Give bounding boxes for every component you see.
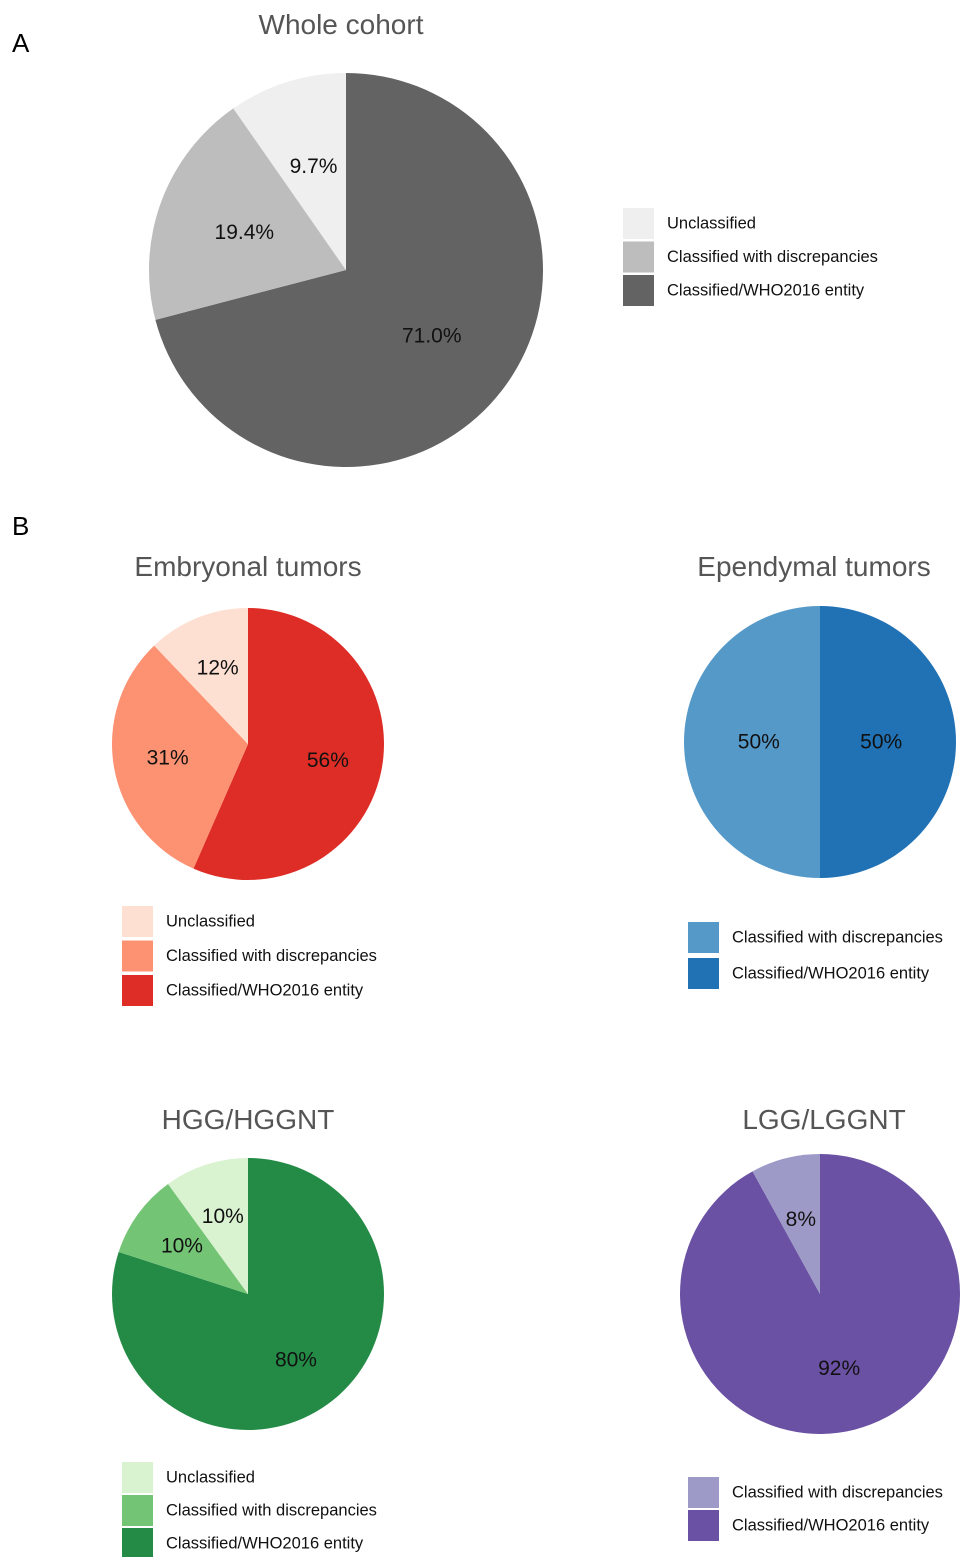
legend-swatch-classified-with-discrepancies xyxy=(122,940,153,972)
legend: Unclassified Classified with discrepancie… xyxy=(122,1462,377,1557)
legend-swatch-classified-who2016-entity xyxy=(688,958,719,989)
pie-chart-whole-cohort: Whole cohort 71.0% 19.4% 9.7% Unclassified Cl… xyxy=(149,9,878,467)
slice-percent-label: 12% xyxy=(197,657,239,680)
slice-percent-label: 10% xyxy=(202,1205,244,1228)
chart-title: Ependymal tumors xyxy=(697,551,930,582)
legend-swatch-classified-with-discrepancies xyxy=(688,1477,719,1508)
slice-percent-label: 8% xyxy=(786,1208,816,1231)
legend-label: Unclassified xyxy=(667,215,756,233)
pie-slice-classified-with-discrepancies xyxy=(118,1183,248,1294)
legend-label: Classified/WHO2016 entity xyxy=(732,1517,930,1535)
legend-swatch-classified-who2016-entity xyxy=(122,1528,153,1557)
legend-swatch-unclassified xyxy=(122,906,153,937)
slice-percent-label: 9.7% xyxy=(290,155,338,178)
chart-title: HGG/HGGNT xyxy=(162,1104,335,1135)
slice-percent-label: 19.4% xyxy=(215,221,275,244)
pie-slice-classified-who2016-entity xyxy=(193,608,384,880)
legend-swatch-classified-who2016-entity xyxy=(122,975,153,1006)
legend-swatch-classified-with-discrepancies xyxy=(623,241,654,273)
legend-swatch-classified-with-discrepancies xyxy=(122,1495,153,1526)
legend-label: Classified/WHO2016 entity xyxy=(732,965,930,983)
slice-percent-label: 31% xyxy=(147,747,189,770)
slice-percent-label: 50% xyxy=(860,731,902,754)
chart-title: LGG/LGGNT xyxy=(742,1104,905,1135)
slice-percent-label: 92% xyxy=(818,1357,860,1380)
pie-slice-classified-who2016-entity xyxy=(820,606,956,878)
slice-percent-label: 71.0% xyxy=(402,325,462,348)
charts-container: Whole cohort 71.0% 19.4% 9.7% Unclassified Cl… xyxy=(111,9,961,1557)
legend-swatch-unclassified xyxy=(122,1462,153,1493)
slice-percent-label: 80% xyxy=(275,1349,317,1372)
legend-label: Unclassified xyxy=(166,913,255,931)
legend-label: Classified with discrepancies xyxy=(732,929,943,947)
chart-title: Embryonal tumors xyxy=(134,551,361,582)
pie-slice-classified-who2016-entity xyxy=(155,73,544,467)
legend-label: Classified with discrepancies xyxy=(166,1502,377,1520)
pie-slice-classified-with-discrepancies xyxy=(111,645,248,869)
legend: Unclassified Classified with discrepancie… xyxy=(623,208,878,306)
legend-swatch-classified-who2016-entity xyxy=(623,275,654,306)
pie-chart-ependymal-tumors: Ependymal tumors 50% 50% Classified with di… xyxy=(684,551,956,989)
pie-slice-unclassified xyxy=(154,608,248,744)
legend-swatch-unclassified xyxy=(623,208,654,239)
legend: Unclassified Classified with discrepancie… xyxy=(122,906,377,1006)
pie-slice-classified-with-discrepancies xyxy=(752,1154,820,1294)
panel-label-a: A xyxy=(12,28,30,58)
panel-label-b: B xyxy=(12,511,29,541)
legend: Classified with discrepancies Classified/… xyxy=(688,922,943,989)
pie-chart-embryonal-tumors: Embryonal tumors 56% 31% 12% Unclassified Cla… xyxy=(111,551,384,1006)
pie-chart-lgg-lggnt: LGG/LGGNT 92% 8% Classified with discrepanc… xyxy=(680,1104,961,1541)
legend-swatch-classified-with-discrepancies xyxy=(688,922,719,953)
chart-title: Whole cohort xyxy=(259,9,424,40)
slice-percent-label: 50% xyxy=(738,731,780,754)
pie-slice-classified-with-discrepancies xyxy=(149,108,346,320)
slice-percent-label: 10% xyxy=(161,1235,203,1258)
legend-label: Classified with discrepancies xyxy=(732,1484,943,1502)
legend-label: Unclassified xyxy=(166,1469,255,1487)
pie-slice-classified-with-discrepancies xyxy=(684,606,820,878)
pie-chart-hgg-hggnt: HGG/HGGNT 80% 10% 10% Unclassified Classified… xyxy=(111,1104,385,1557)
legend-label: Classified/WHO2016 entity xyxy=(166,1535,364,1553)
pie-slice-unclassified xyxy=(233,73,346,270)
legend-label: Classified/WHO2016 entity xyxy=(667,282,865,300)
slice-percent-label: 56% xyxy=(307,749,349,772)
legend-label: Classified with discrepancies xyxy=(667,248,878,266)
legend: Classified with discrepancies Classified/… xyxy=(688,1477,943,1541)
legend-label: Classified/WHO2016 entity xyxy=(166,982,364,1000)
legend-swatch-classified-who2016-entity xyxy=(688,1510,719,1541)
legend-label: Classified with discrepancies xyxy=(166,947,377,965)
pie-slice-unclassified xyxy=(168,1158,248,1294)
